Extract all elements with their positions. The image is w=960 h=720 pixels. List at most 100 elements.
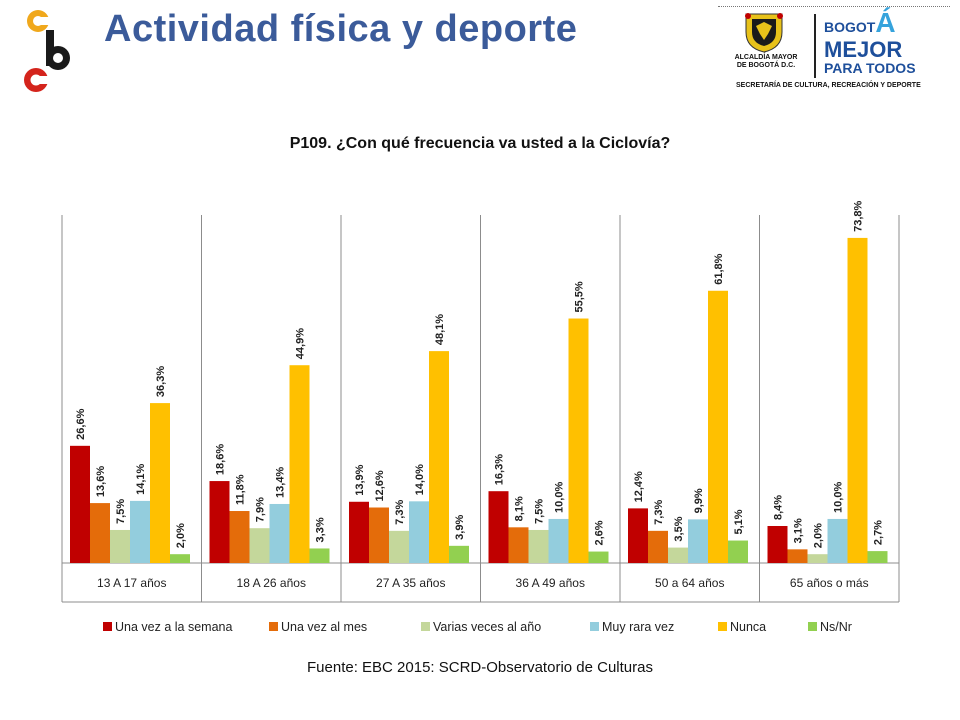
data-label: 2,0%: [813, 523, 825, 548]
coat-of-arms-icon: [738, 10, 790, 59]
bar: [409, 501, 429, 563]
data-label: 3,1%: [793, 518, 805, 543]
bar: [568, 318, 589, 563]
alcaldia-label: ALCALDÍA MAYOR DE BOGOTÁ D.C.: [734, 54, 798, 69]
data-label: 3,9%: [454, 515, 466, 540]
data-label: 8,4%: [773, 495, 785, 520]
page-title: Actividad física y deporte: [104, 8, 578, 50]
x-tick-label: 27 A 35 años: [376, 576, 445, 590]
x-tick-label: 13 A 17 años: [97, 576, 166, 590]
bar: [289, 365, 310, 563]
bar: [867, 551, 888, 563]
bar: [249, 528, 270, 563]
bar: [708, 290, 728, 563]
bar: [827, 518, 848, 563]
legend-swatch: [808, 622, 817, 631]
data-label: 7,3%: [394, 500, 406, 525]
bar: [229, 511, 250, 563]
bar: [488, 491, 509, 563]
data-label: 3,5%: [673, 516, 685, 541]
legend-item: Nunca: [718, 620, 766, 634]
bar: [588, 551, 609, 563]
legend-item: Ns/Nr: [808, 620, 852, 634]
bar: [309, 548, 330, 563]
bar: [668, 547, 688, 563]
data-label: 26,6%: [75, 408, 87, 439]
bar: [150, 403, 170, 563]
data-label: 9,9%: [693, 488, 705, 513]
data-label: 2,7%: [873, 520, 885, 545]
data-label: 7,5%: [534, 499, 546, 524]
data-label: 13,6%: [95, 466, 107, 497]
x-tick-label: 50 a 64 años: [655, 576, 724, 590]
x-tick-label: 65 años o más: [790, 576, 869, 590]
data-label: 10,0%: [554, 482, 566, 513]
data-label: 44,9%: [295, 328, 307, 359]
data-label: 61,8%: [713, 253, 725, 284]
data-label: 36,3%: [155, 366, 167, 397]
bar: [728, 540, 748, 563]
bar: [648, 530, 668, 563]
data-label: 5,1%: [733, 509, 745, 534]
legend-swatch: [590, 622, 599, 631]
bar: [349, 501, 369, 563]
bogota-mejor-logo: BOGOTÁ MEJOR PARA TODOS: [824, 7, 916, 76]
bar: [787, 549, 808, 563]
data-label: 13,9%: [354, 464, 366, 495]
data-label: 13,4%: [275, 467, 287, 498]
data-label: 8,1%: [514, 496, 526, 521]
legend-swatch: [421, 622, 430, 631]
bar: [847, 237, 868, 564]
legend-item: Una vez a la semana: [103, 620, 232, 634]
bar: [110, 529, 130, 563]
bar: [449, 545, 469, 563]
bar: [688, 519, 708, 563]
logo-alcaldia: ALCALDÍA MAYOR DE BOGOTÁ D.C. BOGOTÁ MEJ…: [718, 6, 950, 90]
bar: [767, 525, 788, 563]
bar: [389, 530, 409, 563]
bar: [209, 481, 230, 563]
logo-divider: [814, 14, 816, 78]
data-label: 7,3%: [653, 500, 665, 525]
data-label: 18,6%: [215, 444, 227, 475]
secretaria-label: SECRETARÍA DE CULTURA, RECREACIÓN Y DEPO…: [736, 82, 921, 89]
data-label: 12,6%: [374, 470, 386, 501]
bar: [807, 554, 828, 563]
data-label: 16,3%: [494, 454, 506, 485]
data-label: 11,8%: [235, 474, 247, 505]
data-label: 14,1%: [135, 463, 147, 494]
legend-swatch: [718, 622, 727, 631]
bar: [508, 527, 529, 563]
legend-item: Una vez al mes: [269, 620, 367, 634]
source-note: Fuente: EBC 2015: SCRD-Observatorio de C…: [307, 659, 653, 676]
data-label: 2,6%: [594, 520, 606, 545]
data-label: 55,5%: [574, 281, 586, 312]
bar: [90, 503, 110, 563]
bar: [170, 554, 190, 563]
bar: [130, 500, 150, 563]
bar: [528, 529, 549, 563]
data-label: 3,3%: [315, 517, 327, 542]
bar: [70, 445, 90, 563]
logo-left: [18, 8, 78, 99]
data-label: 7,5%: [115, 499, 127, 524]
bar: [269, 503, 290, 563]
legend-item: Varias veces al año: [421, 620, 541, 634]
data-label: 10,0%: [833, 482, 845, 513]
data-label: 48,1%: [434, 314, 446, 345]
legend-swatch: [269, 622, 278, 631]
legend-item: Muy rara vez: [590, 620, 674, 634]
data-label: 2,0%: [175, 523, 187, 548]
bar: [628, 508, 648, 563]
x-tick-label: 36 A 49 años: [516, 576, 585, 590]
bar: [548, 518, 569, 563]
x-tick-label: 18 A 26 años: [237, 576, 306, 590]
dotted-rule: [718, 6, 950, 8]
chart-title: P109. ¿Con qué frecuencia va usted a la …: [289, 135, 671, 152]
bar: [429, 351, 449, 563]
bar: [369, 507, 389, 563]
data-label: 73,8%: [853, 200, 865, 231]
data-label: 7,9%: [255, 497, 267, 522]
data-label: 14,0%: [414, 464, 426, 495]
